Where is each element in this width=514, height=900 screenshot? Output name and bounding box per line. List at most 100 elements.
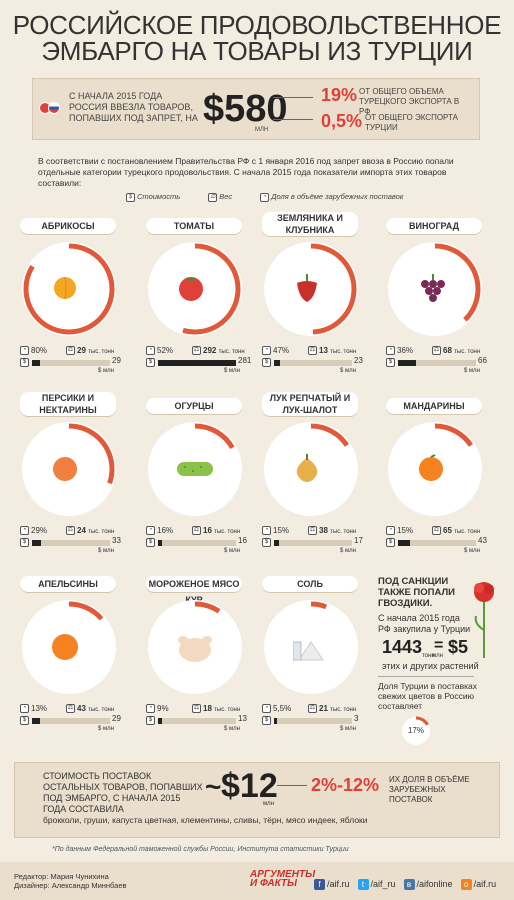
share-donut [388, 242, 482, 336]
share-arc [149, 243, 241, 335]
strawberry-icon [297, 274, 317, 302]
share-icon: ◔ [20, 526, 29, 536]
cost-unit: $ млн [464, 548, 480, 554]
share-donut [22, 422, 116, 516]
weight-value: 43 [77, 704, 86, 713]
weight-value: 18 [203, 704, 212, 713]
share-donut [264, 600, 358, 694]
share-donut [264, 242, 358, 336]
cost-icon: $ [20, 716, 29, 726]
cost-unit: $ млн [98, 726, 114, 732]
weight-unit: тыс. тонн [214, 529, 241, 535]
weight-icon: ⚖ [432, 346, 441, 356]
cost-bar-fill [274, 718, 277, 724]
weight-stat: ⚖ 18 тыс. тонн [192, 704, 240, 715]
share-value: 47% [273, 346, 290, 355]
summary-text: С НАЧАЛА 2015 ГОДА РОССИЯ ВВЕЗЛА ТОВАРОВ… [69, 91, 198, 123]
legend-weight: Вес [219, 192, 233, 201]
social-link-label: /aif_ru [370, 879, 396, 889]
flowers-title: ПОД САНКЦИИ ТАКЖЕ ПОПАЛИ ГВОЗДИКИ. [378, 576, 455, 609]
product-card: АПЕЛЬСИНЫ ◔ 13% ⚖ 43 тыс. тонн $ 29 $ млн [20, 576, 126, 736]
share-arc [265, 243, 357, 335]
weight-unit: тыс. тонн [218, 349, 245, 355]
social-link[interactable]: f/aif.ru [314, 879, 350, 891]
twitter-icon: t [357, 879, 369, 891]
share-stat: ◔ 52% [146, 346, 173, 356]
social-link-label: /aif.ru [327, 879, 350, 889]
share-donut [22, 600, 116, 694]
bottom-box: СТОИМОСТЬ ПОСТАВОК ОСТАЛЬНЫХ ТОВАРОВ, ПО… [14, 762, 500, 838]
summary-amount-unit: МЛН [255, 127, 269, 133]
weight-stat: ⚖ 13 тыс. тонн [308, 346, 356, 357]
weight-value: 65 [443, 526, 452, 535]
tomato-icon [179, 277, 203, 301]
social-link[interactable]: t/aif_ru [357, 879, 396, 891]
intro-text: В соответствии с постановлением Правител… [38, 156, 454, 188]
share-value: 80% [31, 346, 48, 355]
share-value: 9% [157, 704, 169, 713]
share-arc [23, 243, 115, 335]
product-card: ОГУРЦЫ ◔ 16% ⚖ 16 тыс. тонн $ 16 $ млн [146, 398, 252, 558]
share-icon: ◔ [262, 526, 271, 536]
bottom-items: брокколи, груши, капуста цветная, клемен… [43, 815, 368, 825]
weight-unit: тыс. тонн [454, 529, 481, 535]
flowers-text1: С начала 2015 года РФ закупила у Турции [378, 613, 471, 634]
share-value: 15% [273, 526, 290, 535]
cost-stat: $ [386, 538, 397, 548]
aif-logo[interactable]: АРГУМЕНТЫ И ФАКТЫ [250, 869, 316, 889]
cost-stat: $ [262, 358, 273, 368]
product-card: СОЛЬ ◔ 5,5% ⚖ 21 тыс. тонн $ 3 $ млн [262, 576, 368, 736]
share-stat: ◔ 80% [20, 346, 47, 356]
product-card: МАНДАРИНЫ ◔ 15% ⚖ 65 тыс. тонн $ 43 $ млн [386, 398, 492, 558]
weight-unit: тыс. тонн [88, 529, 115, 535]
cost-value: 33 [112, 536, 121, 545]
salt-icon [293, 641, 324, 661]
flowers-text2: этих и других растений [382, 661, 479, 671]
flowers-eq: = [434, 637, 444, 654]
cost-bar [274, 718, 352, 724]
weight-icon: ⚖ [308, 346, 317, 356]
share-stat: ◔ 16% [146, 526, 173, 536]
apricot-icon [54, 276, 76, 300]
weight-stat: ⚖ 24 тыс. тонн [66, 526, 114, 537]
weight-icon: ⚖ [308, 526, 317, 536]
bottom-amount: $12 [221, 767, 278, 805]
cost-stat: $ [262, 538, 273, 548]
page-title-line2: ЭМБАРГО НА ТОВАРЫ ИЗ ТУРЦИИ [41, 36, 473, 66]
weight-unit: тыс. тонн [214, 707, 241, 713]
share-donut [22, 242, 116, 336]
footer-editor: Редактор: Мария Чунихина [14, 872, 109, 881]
share-icon: ◔ [386, 346, 395, 356]
flowers-tons-unit: тонн [422, 653, 435, 659]
cost-value: 17 [354, 536, 363, 545]
turkey-russia-flags-icon [39, 101, 60, 119]
summary-amount: $580 [203, 88, 288, 130]
social-link[interactable]: в/aifonline [403, 879, 453, 891]
cost-value: 29 [112, 356, 121, 365]
weight-icon: ⚖ [192, 526, 201, 536]
bottom-text: СТОИМОСТЬ ПОСТАВОК ОСТАЛЬНЫХ ТОВАРОВ, ПО… [43, 771, 203, 814]
cost-bar-fill [32, 540, 42, 546]
weight-icon: ⚖ [208, 192, 218, 202]
legend: $ Стоимость ⚖ Вес ◔ Доля в объёме зарубежны… [126, 192, 403, 202]
weight-value: 68 [443, 346, 452, 355]
footer: Редактор: Мария Чунихина Дизайнер: Алекс… [0, 862, 514, 900]
chicken-icon [178, 636, 212, 662]
weight-unit: тыс. тонн [330, 707, 357, 713]
product-card: МОРОЖЕНОЕ МЯСО КУР ◔9% ⚖18 тыс. тонн $ 1… [146, 576, 252, 736]
weight-unit: тыс. тонн [88, 349, 115, 355]
share-stat: ◔ 36% [386, 346, 413, 356]
cost-unit: $ млн [224, 726, 240, 732]
cost-value: 281 [238, 356, 252, 365]
summary-pct1: 19% [321, 85, 358, 105]
product-card: ТОМАТЫ ◔ 52% ⚖ 292 тыс. тонн $ 281 $ млн [146, 218, 252, 378]
page-title-line1: РОССИЙСКОЕ ПРОДОВОЛЬСТВЕННОЕ [12, 10, 502, 40]
cost-unit: $ млн [340, 548, 356, 554]
social-link[interactable]: о/aif.ru [460, 879, 496, 891]
weight-icon: ⚖ [192, 704, 201, 714]
cucumber-icon [177, 462, 213, 476]
product-name: АПЕЛЬСИНЫ [20, 576, 116, 592]
cost-value: 23 [354, 356, 363, 365]
cost-bar [32, 540, 110, 546]
share-value: 13% [31, 704, 48, 713]
